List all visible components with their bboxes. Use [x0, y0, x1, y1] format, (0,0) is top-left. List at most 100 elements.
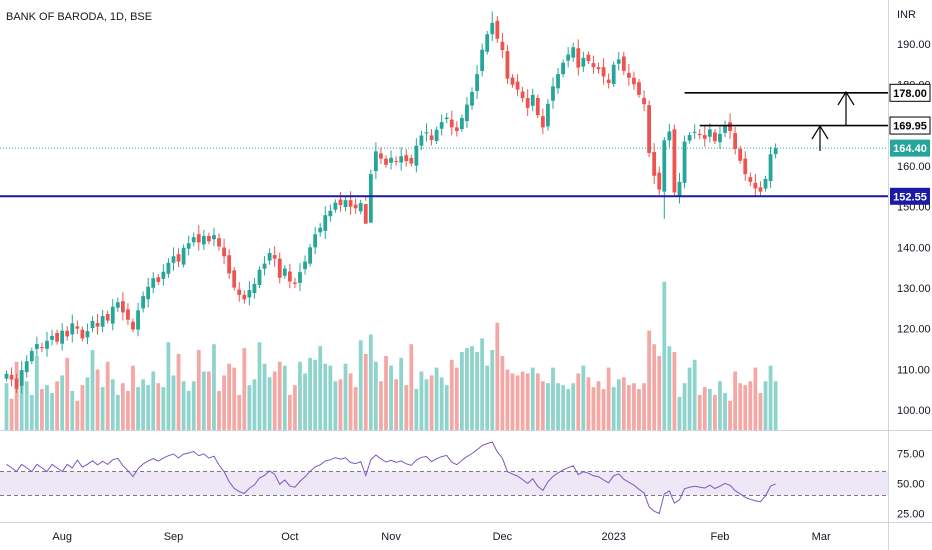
- candle-body: [546, 103, 550, 127]
- candle-body: [237, 289, 242, 295]
- volume-bar: [718, 381, 722, 430]
- volume-bar: [24, 381, 29, 430]
- volume-bar: [758, 392, 763, 430]
- arrow-up-1-head: [811, 124, 829, 140]
- candle-body: [561, 62, 565, 75]
- volume-bar: [748, 381, 753, 430]
- candle-body: [328, 210, 333, 217]
- volume-bar: [414, 389, 419, 430]
- volume-bar: [328, 365, 333, 430]
- candle-body: [637, 82, 641, 95]
- candle-body: [247, 290, 252, 298]
- volume-bar: [596, 381, 601, 430]
- candle-body: [196, 234, 201, 243]
- volume-bar: [222, 375, 226, 430]
- volume-bar: [65, 357, 70, 430]
- volume-bar: [652, 344, 657, 430]
- candle-body: [399, 156, 404, 163]
- volume-bar: [282, 365, 287, 430]
- candle-body: [571, 47, 576, 58]
- candle-body: [141, 296, 146, 309]
- candle-body: [449, 119, 454, 128]
- volume-bar: [60, 375, 65, 430]
- candle-body: [90, 320, 95, 329]
- candle-body: [389, 157, 393, 163]
- candle-body: [773, 148, 778, 155]
- price-tags: 178.00 169.95 164.40 152.55: [889, 83, 931, 205]
- volume-bar: [657, 355, 662, 430]
- candle-body: [156, 277, 161, 282]
- candle-body: [115, 302, 120, 308]
- rsi-line: [6, 441, 776, 515]
- candle-body: [581, 57, 586, 67]
- volume-bar: [444, 385, 449, 430]
- candle-body: [29, 351, 34, 362]
- candle-body: [460, 118, 464, 129]
- volume-bar: [368, 334, 373, 430]
- volume-bar: [753, 367, 758, 430]
- volume-bar: [546, 383, 550, 430]
- rsi-tick-label: 50.00: [897, 479, 925, 491]
- volume-bar: [110, 379, 115, 430]
- time-tick-label: Nov: [381, 531, 401, 543]
- candle-body: [713, 132, 717, 142]
- candle-body: [439, 122, 444, 129]
- volume-bar: [171, 375, 176, 430]
- price-tick-label: 160.00: [897, 161, 931, 173]
- candle-body: [80, 329, 85, 339]
- volume-bar: [80, 385, 85, 430]
- volume-bar: [70, 391, 75, 430]
- volume-bar: [308, 357, 312, 430]
- volume-bar: [373, 361, 378, 430]
- volume-bar: [293, 385, 297, 430]
- volume-bar: [525, 373, 530, 430]
- volume-bar: [100, 387, 105, 430]
- candle-body: [373, 151, 378, 172]
- volume-bar: [156, 383, 161, 430]
- candle-body: [505, 51, 510, 79]
- projection-arrows: [811, 90, 855, 151]
- candle-body: [419, 135, 424, 146]
- volume-bar: [9, 398, 14, 430]
- volume-bar: [733, 371, 738, 430]
- volume-bar: [500, 355, 505, 430]
- candle-body: [207, 235, 211, 242]
- candle-body: [161, 271, 166, 279]
- volume-bar: [692, 359, 697, 430]
- volume-bar: [465, 348, 469, 430]
- candle-body: [738, 148, 743, 161]
- volume-bar: [85, 377, 90, 430]
- volume-bar: [237, 394, 242, 430]
- candle-body: [702, 135, 707, 139]
- candle-body: [126, 309, 130, 320]
- chart-title: BANK OF BARODA, 1D, BSE: [6, 11, 152, 23]
- candle-body: [384, 158, 388, 165]
- volume-bar: [510, 373, 515, 430]
- candle-body: [151, 278, 156, 288]
- candle-body: [277, 258, 282, 278]
- volume-bar: [576, 373, 581, 430]
- time-tick-label: Aug: [52, 531, 72, 543]
- volume-bar: [632, 383, 636, 430]
- candle-body: [404, 155, 409, 162]
- volume-bar: [141, 379, 146, 430]
- volume-bar: [581, 365, 586, 430]
- candle-body: [176, 254, 181, 262]
- price-tag-last-text: 164.40: [893, 143, 927, 155]
- candle-body: [566, 54, 571, 61]
- candle-body: [556, 74, 560, 89]
- volume-bar: [460, 352, 464, 430]
- arrow-up-2-head: [837, 90, 855, 106]
- volume-bar: [298, 361, 302, 430]
- candle-body: [515, 81, 520, 90]
- time-tick-label: 2023: [601, 531, 625, 543]
- volume-bar: [267, 377, 272, 430]
- candle-body: [485, 34, 490, 52]
- volume-bar: [14, 361, 19, 430]
- candle-body: [758, 187, 763, 192]
- candle-body: [201, 235, 206, 245]
- candle-body: [551, 86, 555, 101]
- volume-bar: [611, 387, 616, 430]
- volume-bar: [272, 371, 277, 430]
- volume-bar: [181, 381, 186, 430]
